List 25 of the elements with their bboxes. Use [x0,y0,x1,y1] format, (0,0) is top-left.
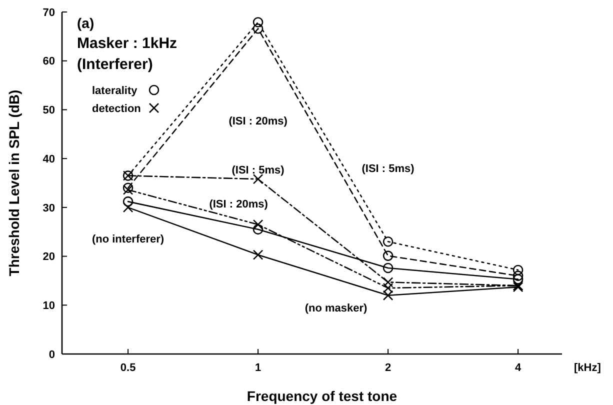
legend-label: detection [92,103,142,115]
y-tick-label: 30 [42,202,55,214]
annotation: (ISI : 20ms) [209,198,268,210]
annotation: (ISI : 5ms) [232,164,285,177]
x-axis-title: Frequency of test tone [246,388,398,404]
x-tick-label: 4 [514,362,522,374]
text: [kHz] [574,362,602,374]
y-tick-label: 60 [42,56,55,68]
text: Masker : 1kHz (Interferer) [77,35,178,73]
legend-label: laterality [92,85,138,97]
y-tick-label: 10 [42,300,55,312]
y-tick-label: 20 [42,251,55,264]
y-axis-title: Threshold Level in SPL (dB) [6,90,22,276]
y-tick-label: 0 [48,348,55,361]
annotation: (ISI : 5ms) [362,163,415,176]
annotation: (no interferer) [92,234,164,246]
annotation: (no masker) [304,302,368,314]
annotation: (ISI : 20ms) [228,115,288,128]
y-tick-label: 40 [42,153,55,166]
x-tick-label: 2 [384,362,392,374]
x-tick-label: 1 [254,362,262,374]
chart-title: (a) [77,15,94,31]
y-tick-label: 70 [42,6,55,19]
x-tick-label: 0.5 [120,362,136,374]
y-tick-label: 50 [42,104,55,117]
